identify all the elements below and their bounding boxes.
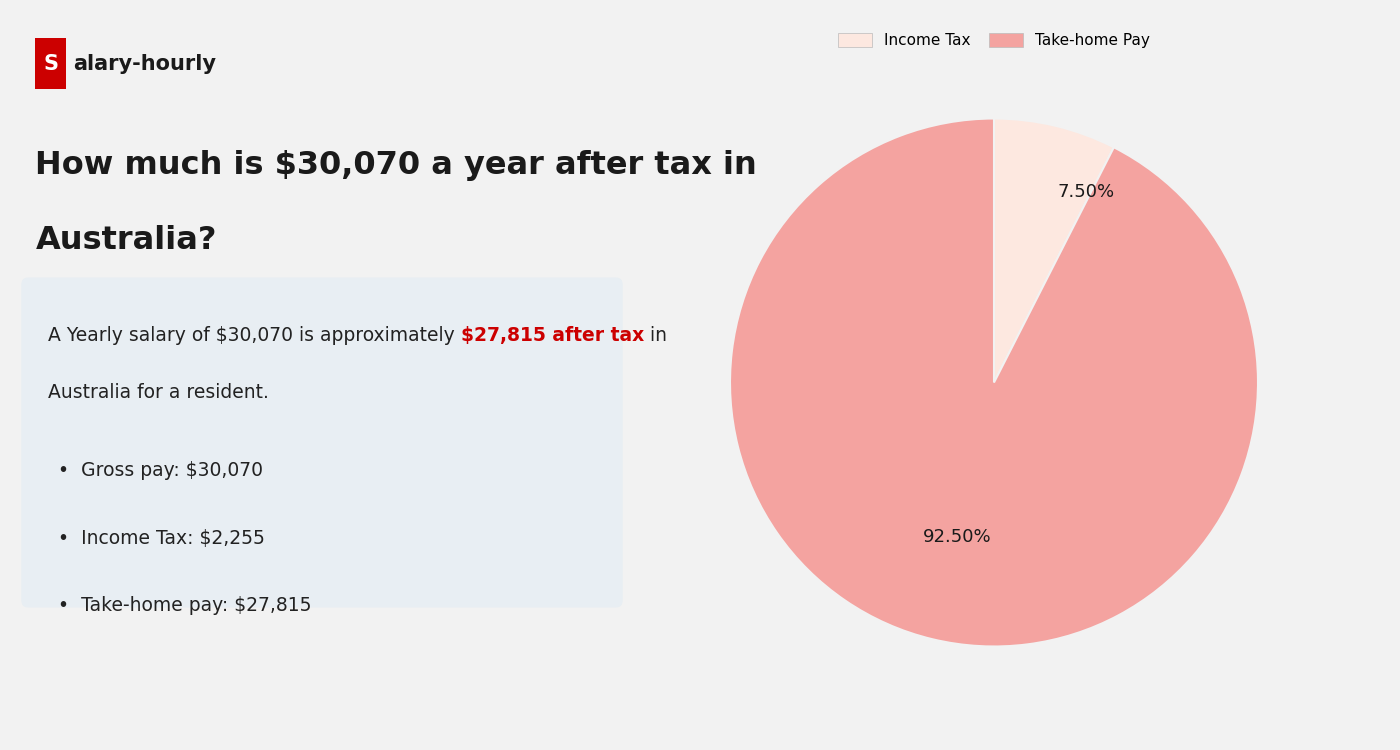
FancyBboxPatch shape [21, 278, 623, 608]
Wedge shape [994, 118, 1114, 382]
Text: •  Income Tax: $2,255: • Income Tax: $2,255 [57, 529, 265, 548]
Text: $27,815 after tax: $27,815 after tax [461, 326, 644, 345]
Text: in: in [644, 326, 668, 345]
Text: Australia?: Australia? [35, 225, 217, 256]
Text: 92.50%: 92.50% [923, 527, 991, 545]
Text: Australia for a resident.: Australia for a resident. [48, 382, 269, 401]
Text: alary-hourly: alary-hourly [73, 54, 216, 74]
FancyBboxPatch shape [35, 38, 66, 89]
Legend: Income Tax, Take-home Pay: Income Tax, Take-home Pay [832, 27, 1156, 55]
Text: •  Gross pay: $30,070: • Gross pay: $30,070 [57, 461, 263, 480]
Text: A Yearly salary of $30,070 is approximately: A Yearly salary of $30,070 is approximat… [48, 326, 461, 345]
Text: 7.50%: 7.50% [1058, 184, 1114, 202]
Text: S: S [43, 54, 59, 74]
Text: •  Take-home pay: $27,815: • Take-home pay: $27,815 [57, 596, 311, 615]
Wedge shape [729, 118, 1259, 646]
Text: How much is $30,070 a year after tax in: How much is $30,070 a year after tax in [35, 150, 757, 181]
